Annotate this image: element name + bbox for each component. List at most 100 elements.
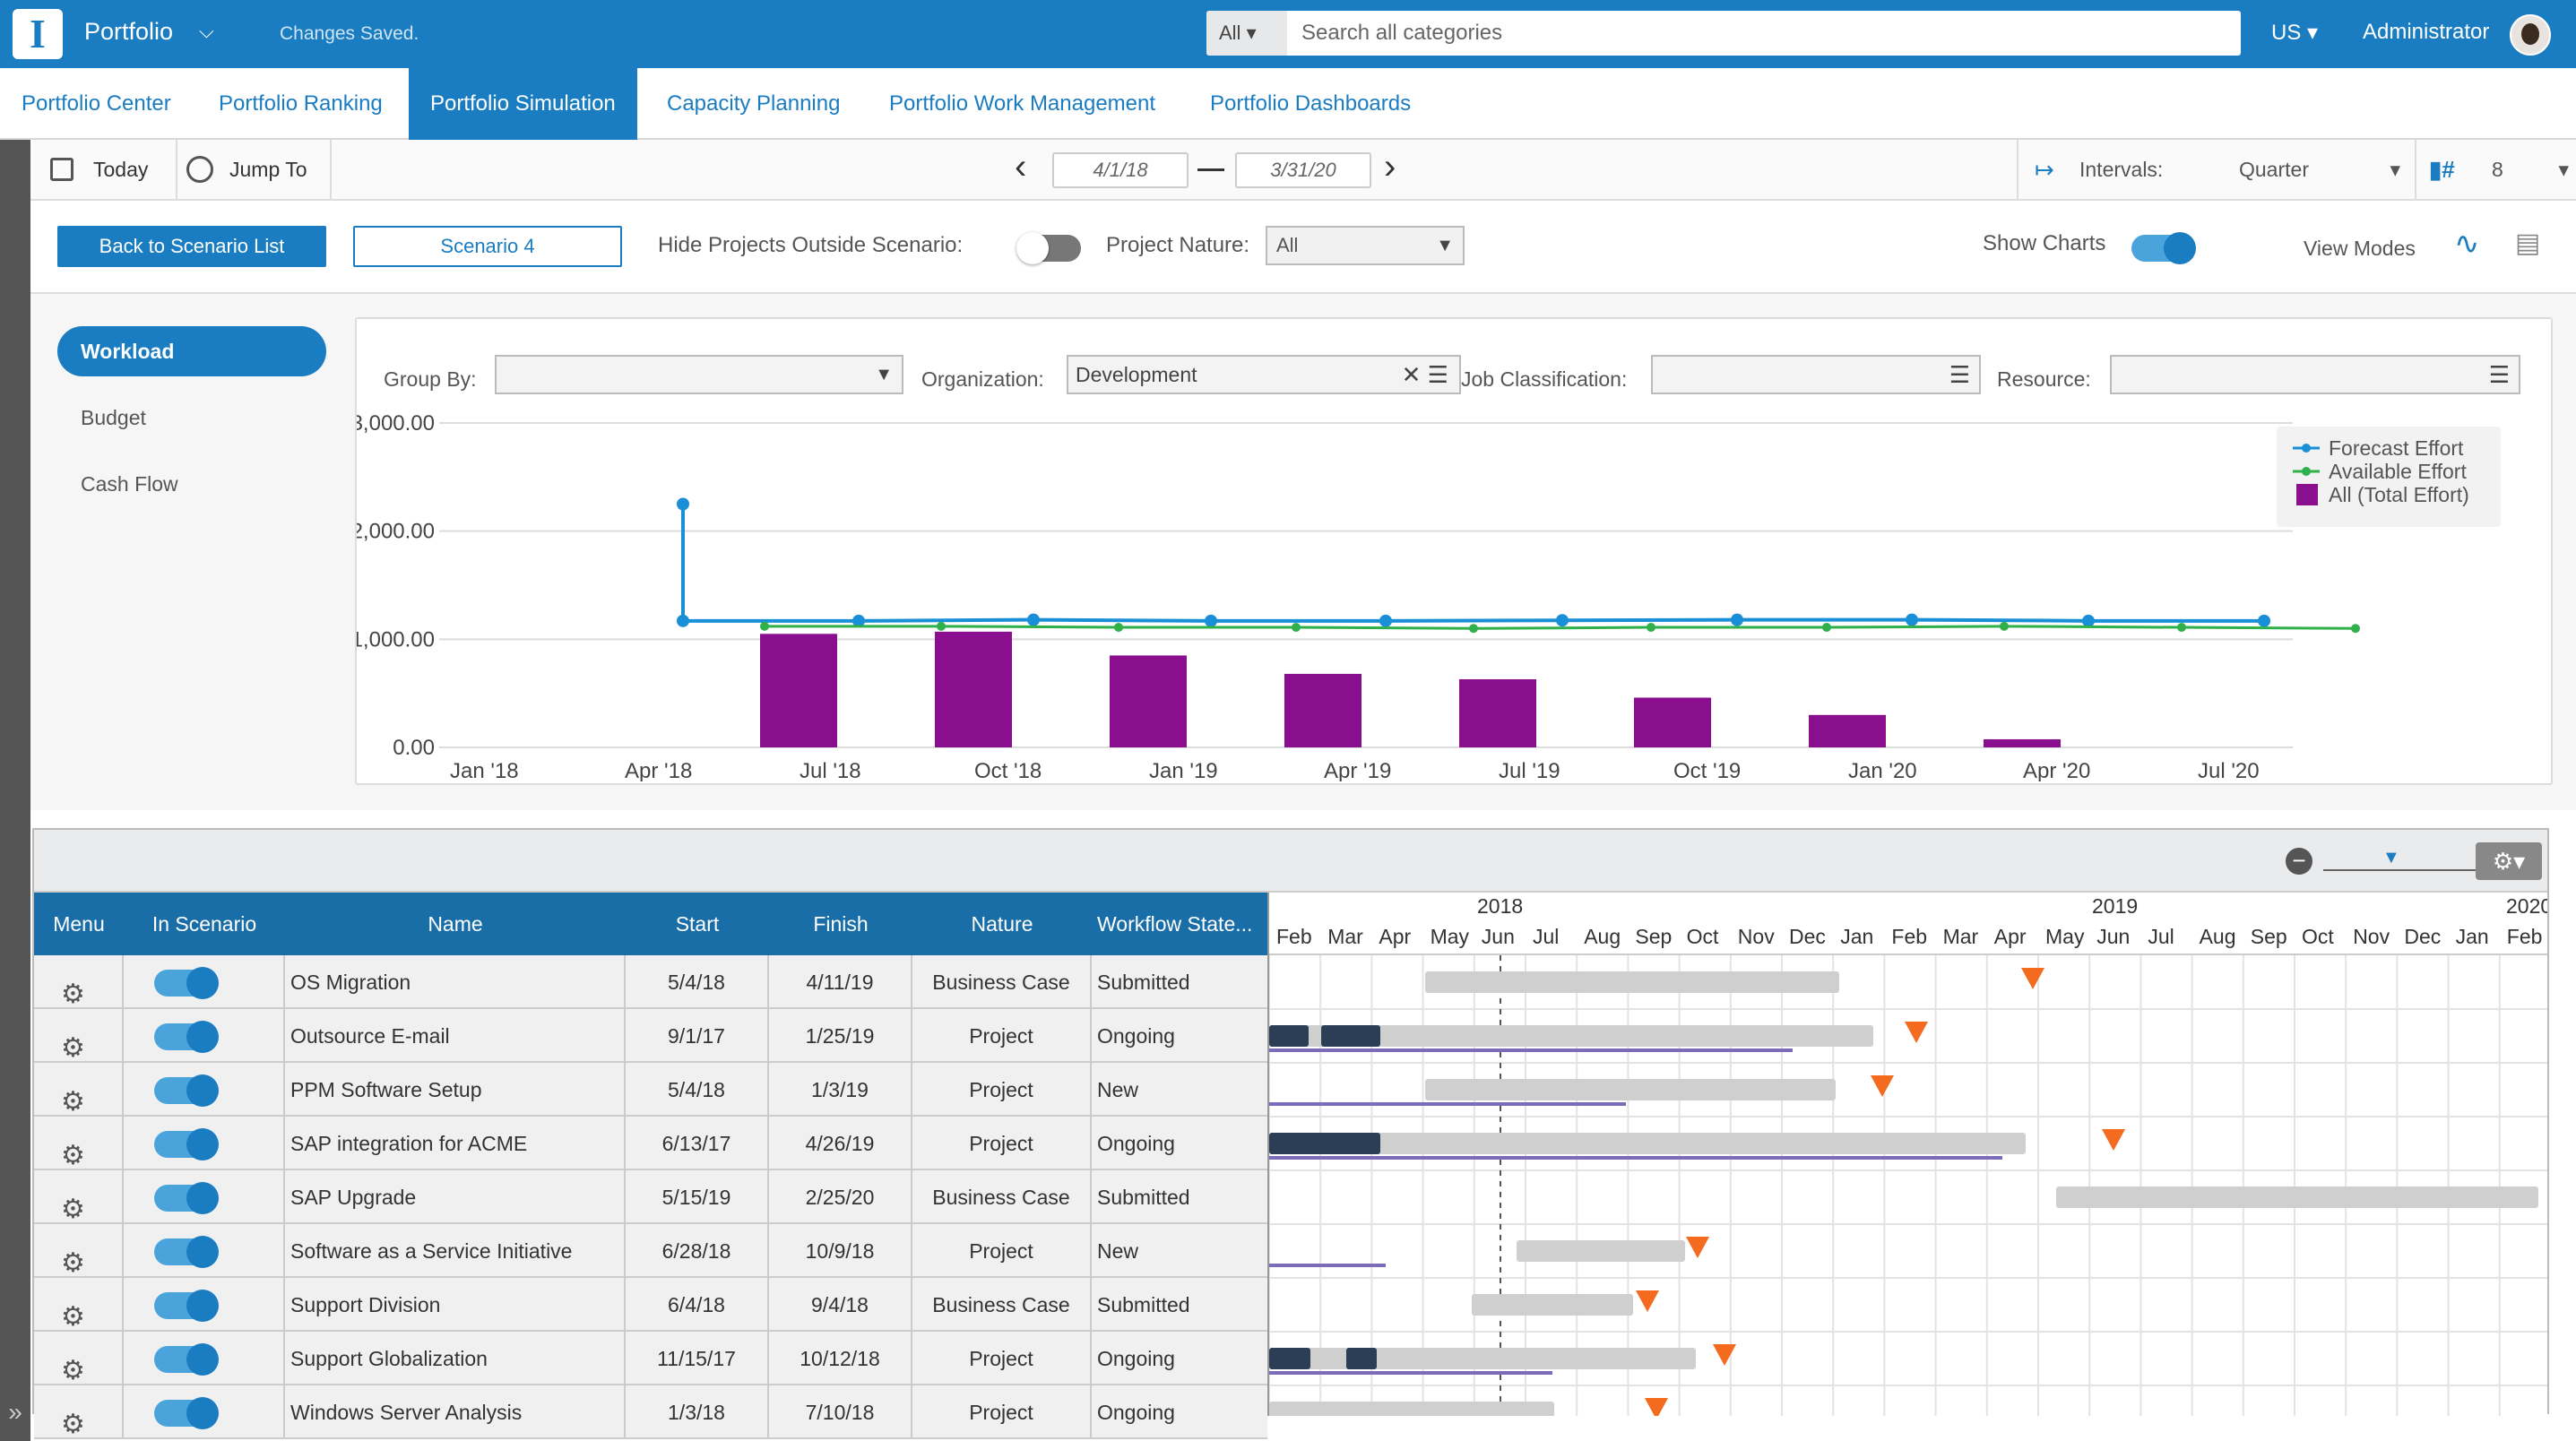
list-icon[interactable]: ☰ [1949,361,1970,388]
avatar[interactable] [2510,14,2551,56]
workload-bar[interactable] [1284,673,1361,747]
available-point[interactable] [1292,623,1301,633]
chevron-down-icon[interactable]: ⌵ [199,20,214,42]
project-name[interactable]: Support Division [285,1278,626,1332]
col-workflow-state[interactable]: Workflow State... [1097,912,1253,936]
table-row[interactable]: ⚙ Support Globalization 11/15/17 10/12/18 Pr… [34,1332,1267,1385]
tab-portfolio-work-management[interactable]: Portfolio Work Management [889,91,1156,116]
legend-entry[interactable]: Available Effort [2329,460,2467,483]
in-scenario-toggle[interactable] [154,1182,219,1214]
tab-portfolio-dashboards[interactable]: Portfolio Dashboards [1210,91,1412,116]
available-point[interactable] [760,621,769,631]
gantt-actual-bar[interactable] [1346,1348,1377,1369]
in-scenario-toggle[interactable] [154,1074,219,1107]
milestone-marker[interactable] [1686,1237,1709,1258]
forecast-point[interactable] [677,497,689,511]
today-button[interactable]: Today [93,158,149,181]
forecast-point[interactable] [1205,614,1217,627]
table-row[interactable]: ⚙ OS Migration 5/4/18 4/11/19 Business Case S… [34,955,1267,1009]
forecast-point[interactable] [852,614,865,627]
menu-budget[interactable]: Budget [81,406,146,429]
workload-bar[interactable] [1984,738,2061,747]
legend-entry[interactable]: All (Total Effort) [2329,483,2469,506]
in-scenario-toggle[interactable] [154,1343,219,1376]
forecast-point[interactable] [1379,614,1392,627]
row-menu[interactable]: ⚙ [34,1278,124,1332]
zoom-slider[interactable] [2323,869,2494,871]
in-scenario-toggle[interactable] [154,1397,219,1429]
start-date-input[interactable]: 4/1/18 [1052,152,1189,188]
tab-capacity-planning[interactable]: Capacity Planning [667,91,841,116]
available-point[interactable] [1647,623,1655,633]
tab-portfolio-ranking[interactable]: Portfolio Ranking [219,91,383,116]
workload-bar[interactable] [1110,655,1187,747]
expand-icon[interactable]: » [8,1398,22,1426]
gantt-actual-bar[interactable] [1321,1025,1380,1047]
table-view-icon[interactable]: ▤ [2515,229,2541,258]
milestone-marker[interactable] [1636,1290,1659,1312]
app-name[interactable]: Portfolio [84,18,174,45]
search-input[interactable]: Search all categories [1301,21,1503,45]
chart-view-icon[interactable]: ∿ [2454,227,2480,261]
project-name[interactable]: SAP Upgrade [285,1170,626,1224]
collapsed-sidebar[interactable]: » [0,140,30,1441]
project-name[interactable]: Outsource E-mail [285,1009,626,1063]
interval-select[interactable]: Quarter ▾ [2239,158,2400,181]
gear-icon[interactable]: ⚙ [61,1248,85,1278]
in-scenario-toggle[interactable] [154,967,219,999]
available-point[interactable] [1469,624,1478,634]
resource-input[interactable]: ☰ [2110,355,2520,394]
legend-entry[interactable]: Forecast Effort [2329,436,2464,460]
project-name[interactable]: SAP integration for ACME [285,1117,626,1170]
table-row[interactable]: ⚙ Support Division 6/4/18 9/4/18 Business Ca… [34,1278,1267,1332]
group-by-select[interactable]: ▼ [495,355,903,394]
workload-bar[interactable] [1809,714,1886,747]
job-classification-input[interactable]: ☰ [1651,355,1981,394]
gantt-bar[interactable] [1517,1240,1685,1262]
jump-to-button[interactable]: Jump To [229,158,307,181]
project-name[interactable]: Support Globalization [285,1332,626,1385]
gantt-bar[interactable] [1425,971,1839,993]
table-row[interactable]: ⚙ SAP integration for ACME 6/13/17 4/26/19 P… [34,1117,1267,1170]
project-nature-select[interactable]: All ▼ [1266,226,1465,265]
gear-icon[interactable]: ⚙ [61,1195,85,1224]
available-point[interactable] [2177,623,2186,633]
milestone-marker[interactable] [1713,1344,1736,1366]
project-name[interactable]: Software as a Service Initiative [285,1224,626,1278]
table-row[interactable]: ⚙ Windows Server Analysis 1/3/18 7/10/18 Pro… [34,1385,1267,1439]
table-row[interactable]: ⚙ PPM Software Setup 5/4/18 1/3/19 Project Ne… [34,1063,1267,1117]
show-charts-toggle[interactable] [2131,232,2196,264]
gear-icon[interactable]: ⚙ [61,1141,85,1170]
gear-icon[interactable]: ⚙ [61,1356,85,1385]
gear-icon[interactable]: ⚙ [61,1410,85,1439]
gantt-bar[interactable] [1287,1025,1873,1047]
col-start[interactable]: Start [675,912,720,936]
available-point[interactable] [937,621,946,631]
end-date-input[interactable]: 3/31/20 [1235,152,1371,188]
project-name[interactable]: PPM Software Setup [285,1063,626,1117]
milestone-marker[interactable] [2021,968,2044,989]
row-menu[interactable]: ⚙ [34,1009,124,1063]
search-box[interactable]: All ▾ Search all categories [1206,11,2241,56]
organization-input[interactable]: Development ✕ ☰ [1067,355,1461,394]
row-menu[interactable]: ⚙ [34,1332,124,1385]
tab-portfolio-simulation[interactable]: Portfolio Simulation [409,68,637,140]
in-scenario-toggle[interactable] [154,1236,219,1268]
workload-bar[interactable] [1634,697,1711,747]
forecast-point[interactable] [1027,613,1040,626]
gear-icon[interactable]: ⚙▾ [2476,842,2542,880]
gantt-actual-bar[interactable] [1269,1348,1310,1369]
next-arrow-icon[interactable]: › [1384,147,1396,186]
gantt-bar[interactable] [1287,1348,1696,1369]
milestone-marker[interactable] [1871,1075,1894,1097]
col-in-scenario[interactable]: In Scenario [151,912,257,936]
gear-icon[interactable]: ⚙ [61,1087,85,1117]
available-point[interactable] [2000,621,2009,631]
milestone-marker[interactable] [2102,1129,2125,1151]
workload-bar[interactable] [1459,678,1536,747]
search-scope[interactable]: All ▾ [1206,11,1287,56]
language-select[interactable]: US ▾ [2271,21,2319,45]
col-name[interactable]: Name [428,912,483,936]
tab-portfolio-center[interactable]: Portfolio Center [22,91,171,116]
available-point[interactable] [1114,623,1123,633]
